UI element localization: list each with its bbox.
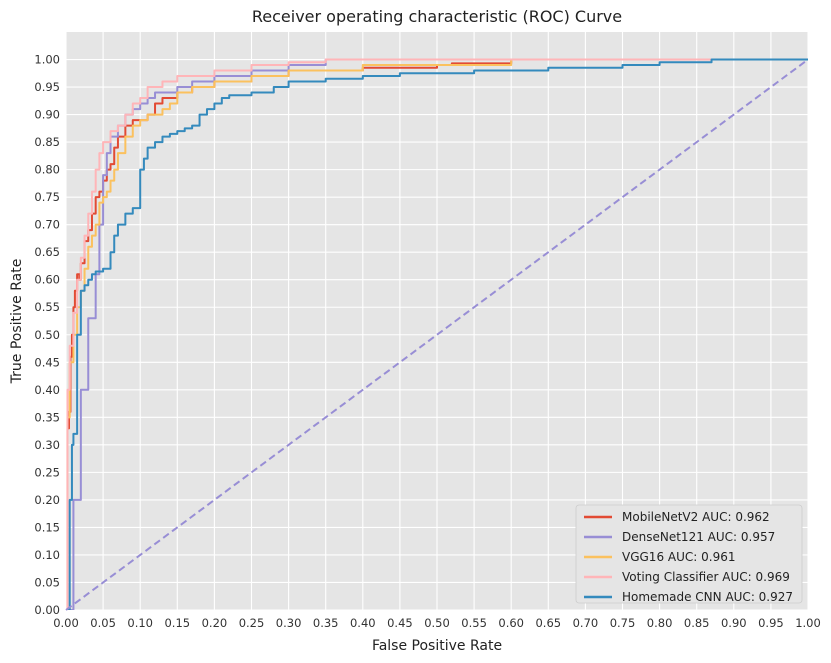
x-tick-label: 0.05	[90, 616, 116, 630]
y-tick-label: 0.65	[34, 245, 60, 259]
y-tick-label: 0.20	[34, 493, 60, 507]
y-tick-label: 0.15	[34, 520, 60, 534]
x-tick-label: 0.95	[758, 616, 784, 630]
x-axis-label: False Positive Rate	[372, 638, 502, 654]
x-tick-label: 0.50	[424, 616, 450, 630]
y-tick-label: 0.85	[34, 135, 60, 149]
y-tick-label: 0.55	[34, 300, 60, 314]
series-lines	[66, 58, 808, 610]
roc-line-homemade-cnn	[66, 58, 808, 610]
x-tick-label: 0.40	[350, 616, 376, 630]
x-tick-label: 0.35	[313, 616, 339, 630]
legend: MobileNetV2 AUC: 0.962 DenseNet121 AUC: 0…	[575, 504, 803, 604]
y-tick-label: 0.00	[34, 603, 60, 617]
y-tick-label: 0.95	[34, 80, 60, 94]
x-tick-label: 0.70	[573, 616, 599, 630]
x-tick-label: 0.55	[461, 616, 487, 630]
x-tick-label: 0.90	[721, 616, 747, 630]
y-tick-label: 0.25	[34, 465, 60, 479]
x-tick-label: 0.85	[684, 616, 710, 630]
y-tick-label: 0.75	[34, 190, 60, 204]
x-tick-label: 0.10	[127, 616, 153, 630]
y-tick-label: 0.40	[34, 383, 60, 397]
legend-label: DenseNet121 AUC: 0.957	[622, 530, 775, 544]
y-tick-label: 0.70	[34, 218, 60, 232]
legend-label: VGG16 AUC: 0.961	[622, 550, 735, 564]
x-tick-label: 0.30	[276, 616, 302, 630]
legend-label: Homemade CNN AUC: 0.927	[622, 590, 793, 604]
x-tick-label: 0.75	[610, 616, 636, 630]
y-tick-label: 0.05	[34, 575, 60, 589]
y-tick-labels: 0.00 0.05 0.10 0.15 0.20 0.25 0.30 0.35 0.40 0.45…	[34, 53, 60, 617]
y-tick-label: 0.10	[34, 548, 60, 562]
y-axis-label: True Positive Rate	[9, 259, 25, 385]
y-tick-label: 0.80	[34, 163, 60, 177]
legend-label: MobileNetV2 AUC: 0.962	[622, 510, 770, 524]
x-tick-label: 0.15	[164, 616, 190, 630]
legend-label: Voting Classifier AUC: 0.969	[622, 570, 790, 584]
roc-line-voting-classifier	[66, 58, 808, 610]
y-tick-label: 0.60	[34, 273, 60, 287]
x-tick-label: 0.00	[53, 616, 79, 630]
y-tick-label: 0.90	[34, 108, 60, 122]
y-tick-label: 0.45	[34, 355, 60, 369]
x-tick-label: 0.80	[647, 616, 673, 630]
x-tick-label: 0.45	[387, 616, 413, 630]
x-tick-label: 0.60	[498, 616, 524, 630]
chart-title: Receiver operating characteristic (ROC) …	[252, 7, 622, 26]
x-tick-label: 0.20	[202, 616, 228, 630]
y-tick-label: 0.30	[34, 438, 60, 452]
y-tick-label: 1.00	[34, 53, 60, 67]
x-tick-label: 0.25	[239, 616, 265, 630]
y-tick-label: 0.50	[34, 328, 60, 342]
legend-box	[575, 504, 803, 604]
x-tick-labels: 0.00 0.05 0.10 0.15 0.20 0.25 0.30 0.35 0.40 0.45…	[53, 616, 821, 630]
x-tick-label: 1.00	[795, 616, 821, 630]
roc-line-densenet121	[66, 58, 808, 610]
y-tick-label: 0.35	[34, 410, 60, 424]
x-tick-label: 0.65	[535, 616, 561, 630]
